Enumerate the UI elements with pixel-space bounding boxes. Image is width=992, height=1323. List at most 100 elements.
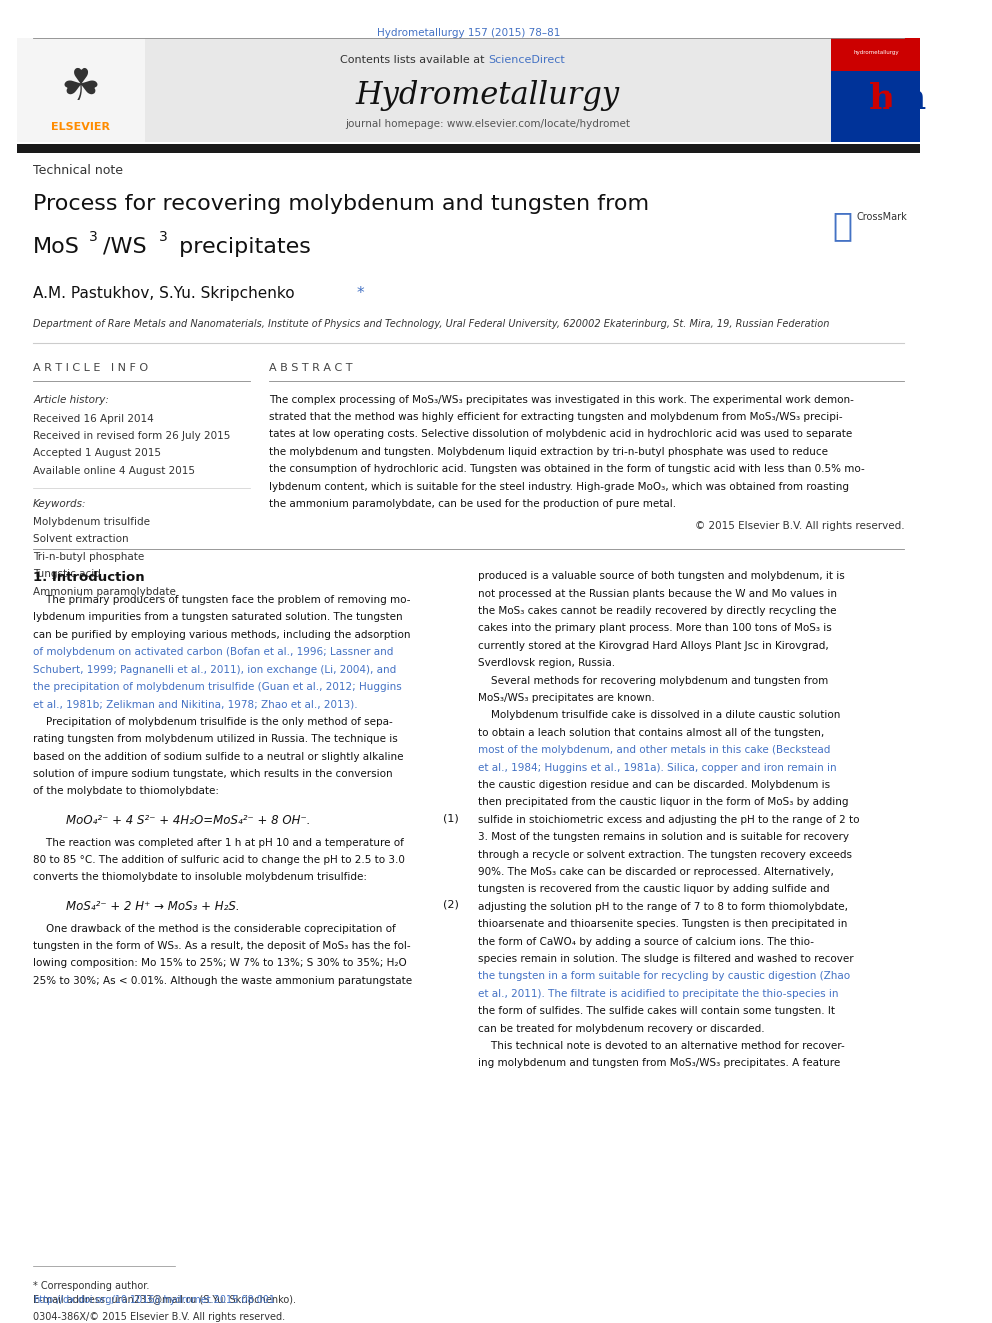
Text: ELSEVIER: ELSEVIER <box>51 122 110 132</box>
Text: *: * <box>356 286 364 302</box>
Text: The complex processing of MoS₃/WS₃ precipitates was investigated in this work. T: The complex processing of MoS₃/WS₃ preci… <box>269 394 854 405</box>
Text: 0304-386X/© 2015 Elsevier B.V. All rights reserved.: 0304-386X/© 2015 Elsevier B.V. All right… <box>33 1312 285 1322</box>
Text: hydrometallurgy: hydrometallurgy <box>853 50 899 54</box>
Text: Hydrometallurgy: Hydrometallurgy <box>356 79 620 111</box>
Text: the form of sulfides. The sulfide cakes will contain some tungsten. It: the form of sulfides. The sulfide cakes … <box>478 1005 835 1016</box>
Text: One drawback of the method is the considerable coprecipitation of: One drawback of the method is the consid… <box>33 923 396 934</box>
Text: A B S T R A C T: A B S T R A C T <box>269 363 353 373</box>
FancyBboxPatch shape <box>17 38 921 142</box>
Text: produced is a valuable source of both tungsten and molybdenum, it is: produced is a valuable source of both tu… <box>478 572 845 581</box>
Text: Received 16 April 2014: Received 16 April 2014 <box>33 414 154 423</box>
Text: the MoS₃ cakes cannot be readily recovered by directly recycling the: the MoS₃ cakes cannot be readily recover… <box>478 606 836 617</box>
Text: currently stored at the Kirovgrad Hard Alloys Plant Jsc in Kirovgrad,: currently stored at the Kirovgrad Hard A… <box>478 640 829 651</box>
Text: of molybdenum on activated carbon (Bofan et al., 1996; Lassner and: of molybdenum on activated carbon (Bofan… <box>33 647 394 658</box>
Text: the ammonium paramolybdate, can be used for the production of pure metal.: the ammonium paramolybdate, can be used … <box>269 499 677 509</box>
Text: the precipitation of molybdenum trisulfide (Guan et al., 2012; Huggins: the precipitation of molybdenum trisulfi… <box>33 683 402 692</box>
Text: Molybdenum trisulfide cake is dissolved in a dilute caustic solution: Molybdenum trisulfide cake is dissolved … <box>478 710 840 720</box>
Text: lowing composition: Mo 15% to 25%; W 7% to 13%; S 30% to 35%; H₂O: lowing composition: Mo 15% to 25%; W 7% … <box>33 958 407 968</box>
Text: species remain in solution. The sludge is filtered and washed to recover: species remain in solution. The sludge i… <box>478 954 854 964</box>
Text: 90%. The MoS₃ cake can be discarded or reprocessed. Alternatively,: 90%. The MoS₃ cake can be discarded or r… <box>478 867 834 877</box>
Text: lybdenum content, which is suitable for the steel industry. High-grade MoO₃, whi: lybdenum content, which is suitable for … <box>269 482 849 492</box>
Text: lybdenum impurities from a tungsten saturated solution. The tungsten: lybdenum impurities from a tungsten satu… <box>33 613 403 622</box>
Text: Process for recovering molybdenum and tungsten from: Process for recovering molybdenum and tu… <box>33 194 649 214</box>
Text: * Corresponding author.: * Corresponding author. <box>33 1281 150 1290</box>
Text: Molybdenum trisulfide: Molybdenum trisulfide <box>33 517 150 527</box>
Text: Contents lists available at: Contents lists available at <box>340 54 488 65</box>
Text: the molybdenum and tungsten. Molybdenum liquid extraction by tri-n-butyl phospha: the molybdenum and tungsten. Molybdenum … <box>269 447 828 456</box>
Text: 3: 3 <box>159 230 168 243</box>
Text: strated that the method was highly efficient for extracting tungsten and molybde: strated that the method was highly effic… <box>269 411 843 422</box>
Text: © 2015 Elsevier B.V. All rights reserved.: © 2015 Elsevier B.V. All rights reserved… <box>694 521 905 532</box>
Text: not processed at the Russian plants because the W and Mo values in: not processed at the Russian plants beca… <box>478 589 837 598</box>
Text: 3. Most of the tungsten remains in solution and is suitable for recovery: 3. Most of the tungsten remains in solut… <box>478 832 849 843</box>
Text: ☘: ☘ <box>61 66 100 108</box>
Text: precipitates: precipitates <box>172 237 310 257</box>
Text: then precipitated from the caustic liquor in the form of MoS₃ by adding: then precipitated from the caustic liquo… <box>478 798 848 807</box>
Text: et al., 2011). The filtrate is acidified to precipitate the thio-species in: et al., 2011). The filtrate is acidified… <box>478 988 838 999</box>
Text: can be treated for molybdenum recovery or discarded.: can be treated for molybdenum recovery o… <box>478 1024 765 1033</box>
Text: Sverdlovsk region, Russia.: Sverdlovsk region, Russia. <box>478 658 615 668</box>
Text: through a recycle or solvent extraction. The tungsten recovery exceeds: through a recycle or solvent extraction.… <box>478 849 852 860</box>
Text: the form of CaWO₄ by adding a source of calcium ions. The thio-: the form of CaWO₄ by adding a source of … <box>478 937 814 946</box>
Text: thioarsenate and thioarsenite species. Tungsten is then precipitated in: thioarsenate and thioarsenite species. T… <box>478 919 847 929</box>
Text: ing molybdenum and tungsten from MoS₃/WS₃ precipitates. A feature: ing molybdenum and tungsten from MoS₃/WS… <box>478 1058 840 1068</box>
FancyBboxPatch shape <box>831 38 921 142</box>
Text: CrossMark: CrossMark <box>857 212 908 222</box>
FancyBboxPatch shape <box>831 38 921 71</box>
Text: This technical note is devoted to an alternative method for recover-: This technical note is devoted to an alt… <box>478 1041 845 1050</box>
Text: Precipitation of molybdenum trisulfide is the only method of sepa-: Precipitation of molybdenum trisulfide i… <box>33 717 393 726</box>
Text: et al., 1981b; Zelikman and Nikitina, 1978; Zhao et al., 2013).: et al., 1981b; Zelikman and Nikitina, 19… <box>33 700 358 709</box>
Text: 1. Introduction: 1. Introduction <box>33 572 145 585</box>
Text: http://dx.doi.org/10.1016/j.hydromet.2015.08.001: http://dx.doi.org/10.1016/j.hydromet.201… <box>33 1295 275 1306</box>
Text: ScienceDirect: ScienceDirect <box>488 54 564 65</box>
Text: Solvent extraction: Solvent extraction <box>33 534 129 544</box>
Text: solution of impure sodium tungstate, which results in the conversion: solution of impure sodium tungstate, whi… <box>33 769 393 779</box>
Text: MoS₄²⁻ + 2 H⁺ → MoS₃ + H₂S.: MoS₄²⁻ + 2 H⁺ → MoS₃ + H₂S. <box>66 900 240 913</box>
Text: A R T I C L E   I N F O: A R T I C L E I N F O <box>33 363 148 373</box>
Text: The primary producers of tungsten face the problem of removing mo-: The primary producers of tungsten face t… <box>33 595 411 605</box>
Text: et al., 1984; Huggins et al., 1981a). Silica, copper and iron remain in: et al., 1984; Huggins et al., 1981a). Si… <box>478 762 836 773</box>
Text: adjusting the solution pH to the range of 7 to 8 to form thiomolybdate,: adjusting the solution pH to the range o… <box>478 902 848 912</box>
Text: Available online 4 August 2015: Available online 4 August 2015 <box>33 466 195 476</box>
Text: Keywords:: Keywords: <box>33 499 86 509</box>
Text: journal homepage: www.elsevier.com/locate/hydromet: journal homepage: www.elsevier.com/locat… <box>345 119 631 130</box>
Text: Ammonium paramolybdate: Ammonium paramolybdate <box>33 586 176 597</box>
Text: to obtain a leach solution that contains almost all of the tungsten,: to obtain a leach solution that contains… <box>478 728 824 738</box>
Text: 3: 3 <box>89 230 98 243</box>
Text: the tungsten in a form suitable for recycling by caustic digestion (Zhao: the tungsten in a form suitable for recy… <box>478 971 850 982</box>
Text: Several methods for recovering molybdenum and tungsten from: Several methods for recovering molybdenu… <box>478 676 828 685</box>
Text: E-mail address: uran233@mail.ru (S.Yu. Skripchenko).: E-mail address: uran233@mail.ru (S.Yu. S… <box>33 1295 296 1306</box>
Text: the consumption of hydrochloric acid. Tungsten was obtained in the form of tungs: the consumption of hydrochloric acid. Tu… <box>269 464 865 474</box>
Text: Article history:: Article history: <box>33 394 109 405</box>
Text: cakes into the primary plant process. More than 100 tons of MoS₃ is: cakes into the primary plant process. Mo… <box>478 623 832 634</box>
Text: Accepted 1 August 2015: Accepted 1 August 2015 <box>33 448 161 458</box>
Text: most of the molybdenum, and other metals in this cake (Beckstead: most of the molybdenum, and other metals… <box>478 745 830 755</box>
Text: based on the addition of sodium sulfide to a neutral or slightly alkaline: based on the addition of sodium sulfide … <box>33 751 404 762</box>
Text: Department of Rare Metals and Nanomaterials, Institute of Physics and Technology: Department of Rare Metals and Nanomateri… <box>33 319 829 329</box>
Text: the caustic digestion residue and can be discarded. Molybdenum is: the caustic digestion residue and can be… <box>478 781 830 790</box>
Text: can be purified by employing various methods, including the adsorption: can be purified by employing various met… <box>33 630 411 640</box>
Text: 25% to 30%; As < 0.01%. Although the waste ammonium paratungstate: 25% to 30%; As < 0.01%. Although the was… <box>33 976 413 986</box>
FancyBboxPatch shape <box>17 38 145 142</box>
Text: Tungstic acid: Tungstic acid <box>33 569 101 579</box>
Text: Technical note: Technical note <box>33 164 123 177</box>
Text: of the molybdate to thiomolybdate:: of the molybdate to thiomolybdate: <box>33 786 219 796</box>
Text: h: h <box>869 82 896 116</box>
Text: A.M. Pastukhov, S.Yu. Skripchenko: A.M. Pastukhov, S.Yu. Skripchenko <box>33 286 300 302</box>
Text: m: m <box>888 82 927 116</box>
Text: The reaction was completed after 1 h at pH 10 and a temperature of: The reaction was completed after 1 h at … <box>33 837 404 848</box>
Text: MoO₄²⁻ + 4 S²⁻ + 4H₂O=MoS₄²⁻ + 8 OH⁻.: MoO₄²⁻ + 4 S²⁻ + 4H₂O=MoS₄²⁻ + 8 OH⁻. <box>66 814 310 827</box>
Text: tates at low operating costs. Selective dissolution of molybdenic acid in hydroc: tates at low operating costs. Selective … <box>269 430 852 439</box>
Text: 80 to 85 °C. The addition of sulfuric acid to change the pH to 2.5 to 3.0: 80 to 85 °C. The addition of sulfuric ac… <box>33 855 405 865</box>
Text: converts the thiomolybdate to insoluble molybdenum trisulfide:: converts the thiomolybdate to insoluble … <box>33 872 367 882</box>
Text: MoS₃/WS₃ precipitates are known.: MoS₃/WS₃ precipitates are known. <box>478 693 655 703</box>
Text: tungsten is recovered from the caustic liquor by adding sulfide and: tungsten is recovered from the caustic l… <box>478 884 829 894</box>
Text: /WS: /WS <box>103 237 147 257</box>
Text: Tri-n-butyl phosphate: Tri-n-butyl phosphate <box>33 552 144 562</box>
Text: Ⓢ: Ⓢ <box>833 209 853 242</box>
Text: (1): (1) <box>443 814 459 824</box>
Text: rating tungsten from molybdenum utilized in Russia. The technique is: rating tungsten from molybdenum utilized… <box>33 734 398 745</box>
Text: Hydrometallurgy 157 (2015) 78–81: Hydrometallurgy 157 (2015) 78–81 <box>377 28 560 38</box>
Text: (2): (2) <box>443 900 459 910</box>
Text: tungsten in the form of WS₃. As a result, the deposit of MoS₃ has the fol-: tungsten in the form of WS₃. As a result… <box>33 941 411 951</box>
